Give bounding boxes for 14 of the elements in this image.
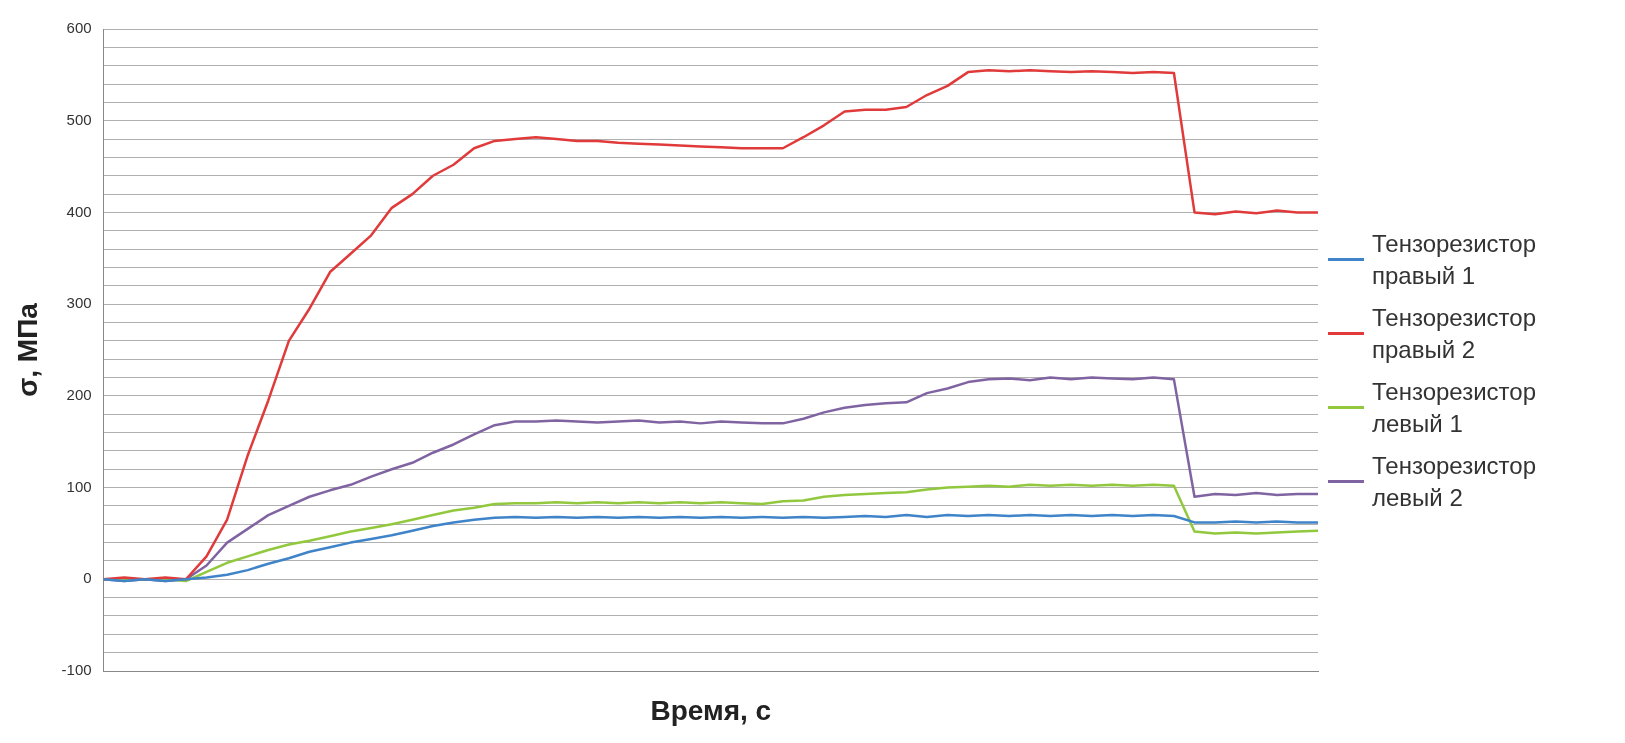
legend-label: Тензорезистор левый 1: [1372, 376, 1537, 439]
y-tick-label: 600: [66, 19, 92, 37]
legend-label: Тензорезистор левый 2: [1372, 450, 1537, 513]
y-axis-title: σ, МПа: [11, 302, 43, 397]
y-tick-label: -100: [61, 661, 92, 679]
legend-label: Тензорезистор правый 2: [1372, 302, 1537, 365]
y-tick-label: 100: [66, 477, 92, 495]
y-tick-label: 200: [66, 386, 92, 403]
y-tick-label: 300: [66, 294, 92, 312]
y-tick-label: 0: [83, 569, 92, 587]
x-axis-title: Время, с: [650, 694, 772, 726]
y-tick-label: 500: [66, 110, 92, 128]
legend-label: Тензорезистор правый 1: [1372, 228, 1537, 291]
y-tick-label: 400: [66, 202, 92, 220]
